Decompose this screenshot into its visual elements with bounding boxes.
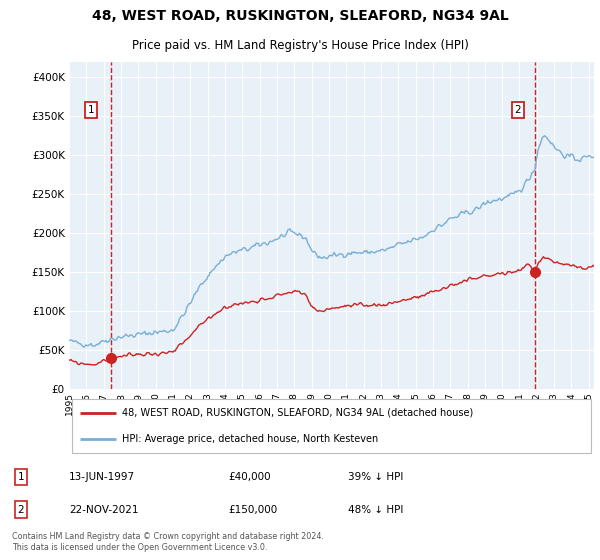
Text: 1: 1	[17, 472, 25, 482]
Text: 13-JUN-1997: 13-JUN-1997	[69, 472, 135, 482]
Text: 1: 1	[88, 105, 94, 115]
Text: £150,000: £150,000	[228, 505, 277, 515]
Text: Contains HM Land Registry data © Crown copyright and database right 2024.
This d: Contains HM Land Registry data © Crown c…	[12, 533, 324, 552]
Text: 48% ↓ HPI: 48% ↓ HPI	[348, 505, 403, 515]
Text: 22-NOV-2021: 22-NOV-2021	[69, 505, 139, 515]
Text: 2: 2	[17, 505, 25, 515]
FancyBboxPatch shape	[71, 399, 592, 454]
Text: 39% ↓ HPI: 39% ↓ HPI	[348, 472, 403, 482]
Text: 48, WEST ROAD, RUSKINGTON, SLEAFORD, NG34 9AL: 48, WEST ROAD, RUSKINGTON, SLEAFORD, NG3…	[92, 10, 508, 24]
Text: 2: 2	[514, 105, 521, 115]
Text: Price paid vs. HM Land Registry's House Price Index (HPI): Price paid vs. HM Land Registry's House …	[131, 39, 469, 53]
Text: £40,000: £40,000	[228, 472, 271, 482]
Text: 48, WEST ROAD, RUSKINGTON, SLEAFORD, NG34 9AL (detached house): 48, WEST ROAD, RUSKINGTON, SLEAFORD, NG3…	[121, 408, 473, 418]
Text: HPI: Average price, detached house, North Kesteven: HPI: Average price, detached house, Nort…	[121, 435, 378, 445]
